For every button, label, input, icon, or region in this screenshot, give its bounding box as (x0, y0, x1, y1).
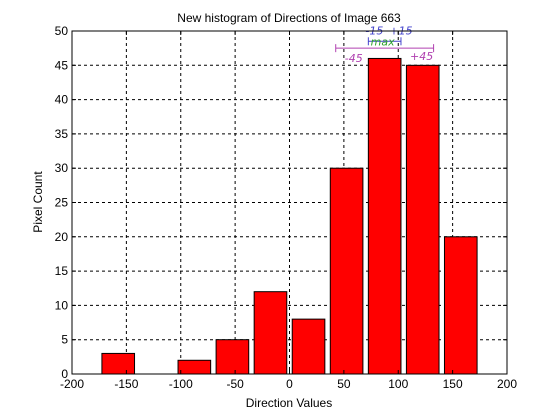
y-tick-label: 15 (55, 264, 69, 278)
y-tick-label: 35 (55, 127, 69, 141)
bar (101, 352, 136, 375)
y-axis-label: Pixel Count (31, 171, 45, 233)
x-tick-label: -150 (114, 377, 138, 391)
bar (177, 359, 212, 375)
bar (253, 291, 288, 375)
y-tick-label: 40 (55, 93, 69, 107)
y-tick-label: 5 (61, 333, 68, 347)
chart-title: New histogram of Directions of Image 663 (177, 11, 401, 25)
axis-ticks: -200 -150 -100 -50 0 50 100 150 200 0 5 10 15 20 25 30 3… (55, 24, 518, 391)
bar (215, 339, 250, 375)
bar (405, 64, 440, 375)
outer-left-label: -45 (345, 52, 363, 65)
y-tick-label: 50 (55, 24, 69, 38)
bars (101, 57, 478, 375)
y-tick-label: 20 (55, 230, 69, 244)
x-tick-label: 50 (337, 377, 351, 391)
x-tick-label: 0 (286, 377, 293, 391)
x-tick-label: 150 (443, 377, 463, 391)
max-label: max (371, 35, 395, 48)
x-axis-label: Direction Values (246, 396, 332, 410)
y-tick-label: 30 (55, 161, 69, 175)
bar (367, 57, 402, 375)
x-tick-label: -50 (226, 377, 244, 391)
outer-right-label: +45 (410, 50, 433, 63)
bar (291, 318, 326, 375)
y-tick-label: 0 (61, 367, 68, 381)
x-tick-label: -200 (60, 377, 84, 391)
bar (329, 167, 364, 375)
y-tick-label: 25 (55, 196, 69, 210)
bar (443, 236, 478, 375)
x-tick-label: 100 (388, 377, 408, 391)
y-tick-label: 10 (55, 298, 69, 312)
x-tick-label: 200 (497, 377, 517, 391)
y-tick-label: 45 (55, 58, 69, 72)
x-tick-label: -100 (169, 377, 193, 391)
